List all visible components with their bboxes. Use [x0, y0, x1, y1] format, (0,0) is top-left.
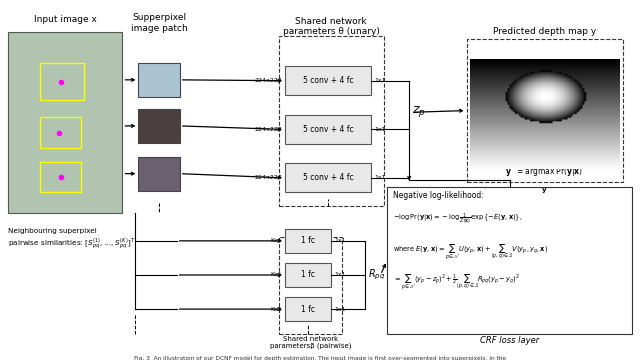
- Text: $-\log\Pr(\mathbf{y}|\mathbf{x})=-\log\frac{1}{Z(\mathbf{x})}\exp\{-E(\mathbf{y}: $-\log\Pr(\mathbf{y}|\mathbf{x})=-\log\f…: [394, 211, 523, 226]
- Text: 224x224: 224x224: [254, 78, 282, 83]
- Bar: [278, 237, 342, 334]
- Bar: [40, 117, 81, 148]
- Text: 1x1: 1x1: [374, 175, 386, 180]
- FancyBboxPatch shape: [285, 297, 331, 321]
- Bar: [387, 187, 632, 334]
- Text: Shared network
parametersβ (pairwise): Shared network parametersβ (pairwise): [269, 336, 351, 349]
- Text: $\mathbf{y}$: $\mathbf{y}$: [541, 186, 548, 195]
- Text: 1x1: 1x1: [374, 127, 386, 132]
- Bar: [467, 39, 623, 182]
- FancyBboxPatch shape: [285, 229, 331, 253]
- Text: $=\sum_{p\in\mathcal{N}}(y_p-z_p)^2+\frac{1}{2}\sum_{(p,q)\in\mathcal{S}}R_{pq}(: $=\sum_{p\in\mathcal{N}}(y_p-z_p)^2+\fra…: [394, 273, 520, 292]
- FancyBboxPatch shape: [285, 163, 371, 193]
- Text: Kx1: Kx1: [270, 238, 282, 243]
- FancyBboxPatch shape: [285, 66, 371, 95]
- FancyBboxPatch shape: [138, 63, 180, 97]
- Text: $z_p$: $z_p$: [412, 104, 426, 119]
- Text: 1 fc: 1 fc: [301, 237, 315, 246]
- Text: Input image x: Input image x: [34, 14, 97, 23]
- Text: Negative log-likelihood:: Negative log-likelihood:: [394, 191, 484, 200]
- Text: Kx1: Kx1: [270, 307, 282, 312]
- FancyBboxPatch shape: [285, 115, 371, 144]
- FancyBboxPatch shape: [138, 157, 180, 191]
- FancyBboxPatch shape: [8, 32, 122, 213]
- Text: $\mathbf{y}^* = \mathrm{argmax}\;\Pr(\mathbf{y}|\mathbf{x})$: $\mathbf{y}^* = \mathrm{argmax}\;\Pr(\ma…: [506, 165, 584, 179]
- Text: $R_{pq}$: $R_{pq}$: [368, 268, 385, 282]
- FancyBboxPatch shape: [285, 263, 331, 287]
- Text: 5 conv + 4 fc: 5 conv + 4 fc: [303, 125, 353, 134]
- Text: 5 conv + 4 fc: 5 conv + 4 fc: [303, 76, 353, 85]
- Text: 1x1: 1x1: [374, 78, 386, 83]
- Text: 1x1: 1x1: [334, 307, 346, 312]
- Text: 1 fc: 1 fc: [301, 305, 315, 314]
- Text: 5 conv + 4 fc: 5 conv + 4 fc: [303, 174, 353, 183]
- Bar: [40, 63, 84, 100]
- Text: 224x224: 224x224: [254, 175, 282, 180]
- Text: Fig. 3  An illustration of our DCNF model for depth estimation. The input image : Fig. 3 An illustration of our DCNF model…: [134, 356, 506, 360]
- Text: Shared network
parameters θ (unary): Shared network parameters θ (unary): [283, 17, 380, 36]
- Text: Neighbouring superpixel
pairwise similarities: $[S_{pq}^{(1)},\ldots,S_{pq}^{(K): Neighbouring superpixel pairwise similar…: [8, 228, 135, 251]
- Text: Predicted depth map y: Predicted depth map y: [493, 27, 596, 36]
- Text: 1x1: 1x1: [334, 238, 346, 243]
- Text: 224x224: 224x224: [254, 127, 282, 132]
- Bar: [40, 162, 81, 193]
- Bar: [278, 36, 384, 206]
- Text: Kx1: Kx1: [270, 273, 282, 278]
- FancyBboxPatch shape: [138, 109, 180, 143]
- Text: 1x1: 1x1: [334, 273, 346, 278]
- Text: 1 fc: 1 fc: [301, 270, 315, 279]
- Text: where $E(\mathbf{y},\mathbf{x})=\sum_{p\in\mathcal{N}}U(y_p,\mathbf{x})+\sum_{(p: where $E(\mathbf{y},\mathbf{x})=\sum_{p\…: [394, 242, 548, 262]
- Text: CRF loss layer: CRF loss layer: [480, 336, 539, 345]
- Text: Supperpixel
image patch: Supperpixel image patch: [131, 13, 188, 33]
